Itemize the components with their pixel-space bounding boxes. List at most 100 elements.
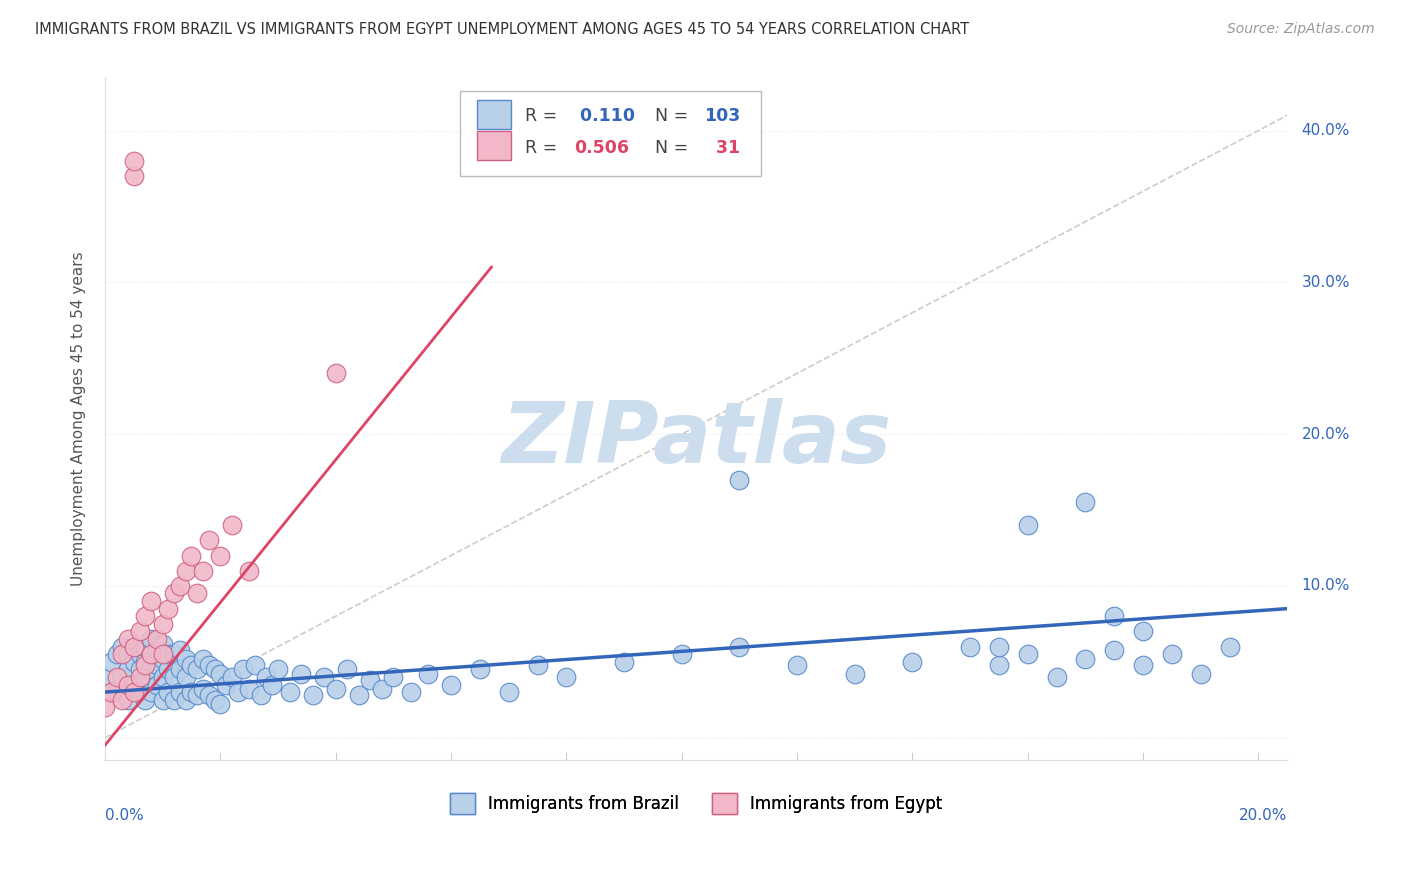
Point <box>209 549 232 563</box>
Text: 0.110: 0.110 <box>574 107 636 126</box>
Point <box>987 640 1010 654</box>
Point <box>128 685 150 699</box>
Point <box>198 533 221 548</box>
Point <box>111 647 134 661</box>
Point <box>111 670 134 684</box>
Point <box>117 647 139 661</box>
Point <box>117 662 139 676</box>
Point <box>728 640 751 654</box>
Point <box>1189 666 1212 681</box>
Point <box>122 153 145 168</box>
Text: 10.0%: 10.0% <box>1302 578 1350 593</box>
Point <box>157 647 180 661</box>
Point <box>238 564 260 578</box>
Point <box>111 640 134 654</box>
Point <box>169 579 191 593</box>
Point <box>122 640 145 654</box>
Text: ZIPatlas: ZIPatlas <box>501 398 891 481</box>
Point <box>139 662 162 676</box>
Point <box>526 657 548 672</box>
Point <box>204 662 226 676</box>
Text: N =: N = <box>655 139 693 157</box>
Point <box>122 685 145 699</box>
Point <box>468 662 491 676</box>
Point <box>134 609 156 624</box>
Point <box>1017 518 1039 533</box>
Point <box>139 647 162 661</box>
Point <box>209 666 232 681</box>
Text: 30.0%: 30.0% <box>1302 275 1350 290</box>
Text: R =: R = <box>524 107 562 126</box>
Point <box>256 670 278 684</box>
Text: 0.506: 0.506 <box>574 139 630 157</box>
Legend: Immigrants from Brazil, Immigrants from Egypt: Immigrants from Brazil, Immigrants from … <box>443 787 949 821</box>
Text: 31: 31 <box>704 139 741 157</box>
Point <box>152 670 174 684</box>
Point <box>163 586 186 600</box>
Point <box>100 655 122 669</box>
Point <box>128 670 150 684</box>
Point <box>105 670 128 684</box>
Point <box>169 685 191 699</box>
Point <box>671 647 693 661</box>
Point <box>169 642 191 657</box>
Point <box>382 670 405 684</box>
Point <box>105 685 128 699</box>
Point <box>117 677 139 691</box>
Point <box>215 677 238 691</box>
Point <box>226 685 249 699</box>
Point <box>498 685 520 699</box>
Point <box>186 662 208 676</box>
Point <box>359 673 381 687</box>
Point <box>174 564 197 578</box>
Point <box>221 518 243 533</box>
Point <box>146 632 169 646</box>
Point <box>152 636 174 650</box>
Point <box>191 564 214 578</box>
Point <box>959 640 981 654</box>
Point <box>163 647 186 661</box>
Point <box>278 685 301 699</box>
Point <box>336 662 359 676</box>
Point <box>238 681 260 696</box>
Point <box>243 657 266 672</box>
Point <box>1161 647 1184 661</box>
Text: 0.0%: 0.0% <box>105 808 143 823</box>
Point <box>1045 670 1067 684</box>
Point <box>174 651 197 665</box>
Point <box>180 657 202 672</box>
Point <box>152 692 174 706</box>
FancyBboxPatch shape <box>478 100 510 128</box>
Point <box>100 685 122 699</box>
Point <box>157 685 180 699</box>
Point <box>786 657 808 672</box>
Point <box>157 662 180 676</box>
Point <box>325 367 347 381</box>
Point <box>613 655 636 669</box>
FancyBboxPatch shape <box>460 91 761 177</box>
Y-axis label: Unemployment Among Ages 45 to 54 years: Unemployment Among Ages 45 to 54 years <box>72 252 86 586</box>
Point <box>1102 609 1125 624</box>
Point <box>325 681 347 696</box>
Point <box>174 692 197 706</box>
Point <box>94 700 117 714</box>
Point <box>440 677 463 691</box>
Point <box>191 681 214 696</box>
Point <box>232 662 254 676</box>
Point <box>117 632 139 646</box>
Point <box>204 692 226 706</box>
Point <box>180 549 202 563</box>
Point <box>844 666 866 681</box>
Point <box>139 685 162 699</box>
Point <box>1102 642 1125 657</box>
Point <box>134 655 156 669</box>
Point <box>1132 657 1154 672</box>
Point <box>1074 651 1097 665</box>
Text: 103: 103 <box>704 107 741 126</box>
Point <box>157 601 180 615</box>
Point <box>186 586 208 600</box>
Point <box>122 677 145 691</box>
Text: 20.0%: 20.0% <box>1302 426 1350 442</box>
Point <box>416 666 439 681</box>
Point <box>301 688 323 702</box>
